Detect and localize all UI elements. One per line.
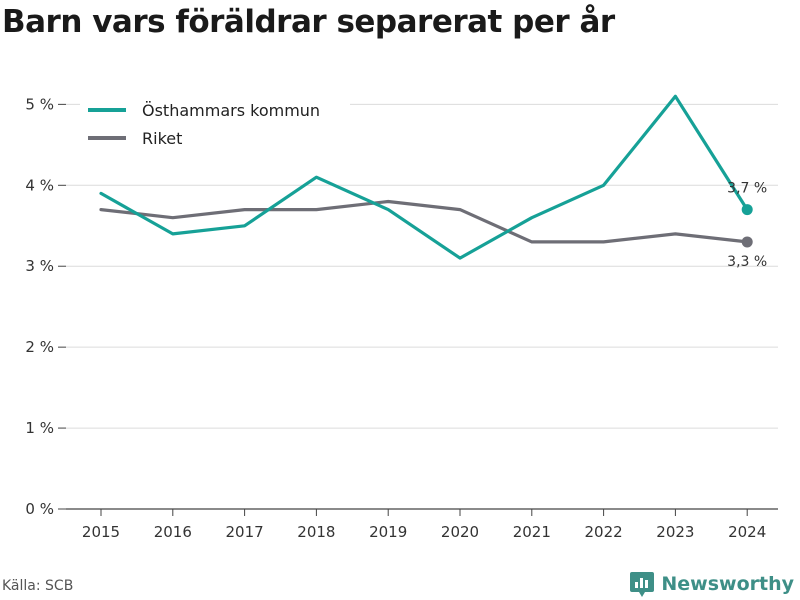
x-tick-label: 2023 bbox=[656, 523, 694, 541]
series-line-riket bbox=[99, 199, 749, 244]
x-tick-label: 2016 bbox=[154, 523, 192, 541]
x-tick-label: 2022 bbox=[585, 523, 623, 541]
end-label-osthammar: 3,7 % bbox=[727, 181, 767, 197]
x-tick-label: 2021 bbox=[513, 523, 551, 541]
source-note: Källa: SCB bbox=[2, 578, 74, 594]
x-tick-label: 2024 bbox=[728, 523, 766, 541]
x-tick-label: 2019 bbox=[369, 523, 407, 541]
x-tick-label: 2017 bbox=[226, 523, 264, 541]
y-tick-label: 3 % bbox=[25, 257, 54, 275]
y-tick-label: 0 % bbox=[25, 500, 54, 518]
x-tick-label: 2018 bbox=[297, 523, 335, 541]
end-label-riket: 3,3 % bbox=[727, 254, 767, 270]
chart-title: Barn vars föräldrar separerat per år bbox=[2, 4, 615, 40]
x-axis-ticks: 2015 2016 2017 2018 2019 2020 2021 2022 2023 2024 bbox=[82, 509, 766, 541]
y-axis-ticks: 0 % 1 % 2 % 3 % 4 % 5 % bbox=[25, 95, 66, 518]
series-lines bbox=[99, 94, 749, 260]
y-tick-label: 5 % bbox=[25, 95, 54, 113]
end-markers: 3,3 % 3,7 % bbox=[727, 181, 767, 270]
y-tick-label: 2 % bbox=[25, 338, 54, 356]
grid-lines bbox=[66, 103, 778, 510]
end-marker-riket bbox=[741, 236, 753, 248]
x-tick-label: 2015 bbox=[82, 523, 120, 541]
y-tick-label: 4 % bbox=[25, 176, 54, 194]
brand-logo[interactable]: Newsworthy bbox=[629, 570, 794, 598]
series-line-osthammar bbox=[99, 94, 749, 260]
x-tick-label: 2020 bbox=[441, 523, 479, 541]
legend: Östhammars kommun Riket bbox=[80, 96, 350, 148]
newsworthy-logo-icon bbox=[630, 572, 655, 597]
legend-label-riket: Riket bbox=[142, 129, 182, 148]
end-marker-osthammar bbox=[741, 204, 753, 216]
brand-name: Newsworthy bbox=[661, 573, 794, 595]
legend-label-osthammar: Östhammars kommun bbox=[142, 101, 320, 120]
y-tick-label: 1 % bbox=[25, 419, 54, 437]
